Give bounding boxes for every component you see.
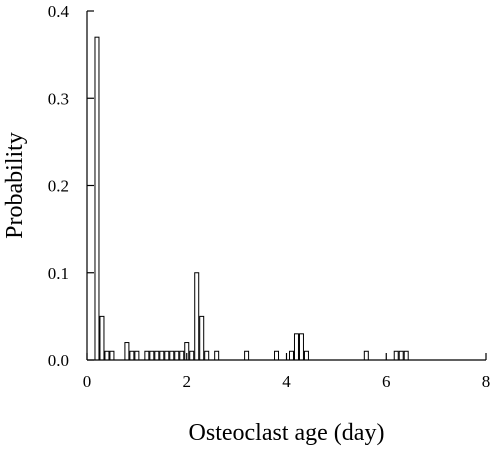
bar (288, 350, 294, 361)
y-tick-label: 0.0 (48, 351, 69, 370)
bars-group (94, 36, 409, 361)
x-axis-label: Osteoclast age (day) (189, 420, 385, 446)
bar (94, 36, 100, 361)
bar (174, 350, 180, 361)
bar (303, 350, 309, 361)
bar (179, 350, 185, 361)
bar (298, 333, 304, 361)
bar (194, 272, 200, 361)
bar (403, 350, 409, 361)
bar (149, 350, 155, 361)
y-tick-label: 0.1 (48, 264, 69, 283)
bar (274, 350, 280, 361)
bar (124, 342, 130, 361)
bar (398, 350, 404, 361)
y-axis-label: Probability (2, 132, 28, 239)
x-tick-label: 0 (83, 372, 92, 391)
bar (393, 350, 399, 361)
y-ticks-group: 0.0 0.1 0.2 0.3 0.4 (48, 2, 94, 370)
bar (164, 350, 170, 361)
bar (129, 350, 135, 361)
x-tick-label: 8 (482, 372, 491, 391)
y-tick-label: 0.2 (48, 177, 69, 196)
bar (154, 350, 160, 361)
bar (109, 350, 115, 361)
bar (204, 350, 210, 361)
bar (104, 350, 110, 361)
bar (199, 315, 205, 361)
bar (169, 350, 175, 361)
bar (99, 315, 105, 361)
bar (293, 333, 299, 361)
bar (134, 350, 140, 361)
y-tick-label: 0.4 (48, 2, 70, 21)
bar (144, 350, 150, 361)
bar (363, 350, 369, 361)
bar (189, 350, 195, 361)
x-tick-label: 4 (282, 372, 291, 391)
x-ticks-group: 0 2 4 6 8 (83, 353, 491, 391)
axes-group (86, 11, 486, 361)
y-tick-label: 0.3 (48, 89, 69, 108)
bar (244, 350, 250, 361)
bar (159, 350, 165, 361)
bar (214, 350, 220, 361)
x-tick-label: 6 (382, 372, 391, 391)
x-tick-label: 2 (183, 372, 192, 391)
